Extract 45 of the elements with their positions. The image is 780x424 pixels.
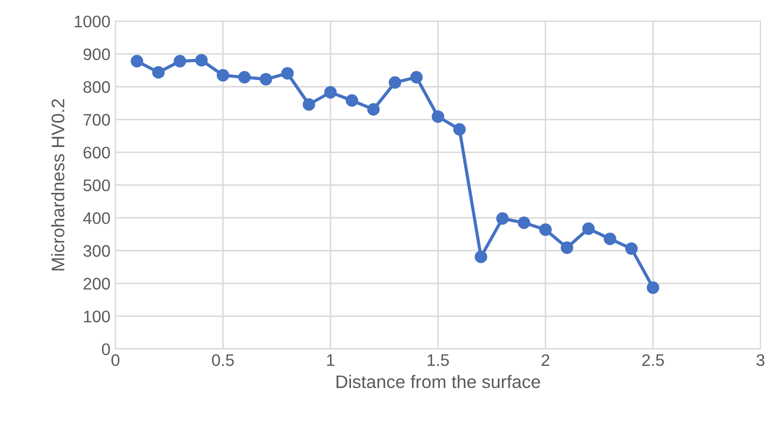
point (152, 66, 165, 79)
y-tick-label: 600 (84, 146, 110, 159)
y-tick-label: 200 (84, 278, 110, 290)
point (195, 54, 208, 66)
point (130, 54, 144, 68)
point (238, 70, 251, 84)
y-tick-label: 900 (84, 48, 110, 60)
point (560, 241, 574, 254)
y-tick-label: 100 (84, 310, 110, 322)
y-tick-label: 300 (83, 245, 110, 257)
x-axis-title: Distance from the surface (336, 374, 540, 388)
x-tick-label: 1.5 (428, 354, 449, 366)
point (474, 250, 488, 264)
point (281, 67, 294, 80)
x-tick-label: 2.5 (642, 354, 664, 366)
point (582, 222, 595, 235)
point (367, 103, 380, 116)
x-tick-label: 0 (111, 354, 120, 366)
x-tick-label: 0.5 (212, 354, 234, 366)
point (302, 98, 316, 111)
point (324, 86, 337, 99)
point (174, 54, 186, 68)
y-tick-label: 0 (102, 343, 110, 356)
point (539, 223, 552, 236)
point (410, 70, 423, 84)
point (518, 216, 530, 230)
x-tick-label: 1 (327, 354, 334, 366)
y-tick-label: 700 (84, 114, 110, 126)
point (646, 281, 660, 294)
y-tick-label: 800 (84, 81, 110, 93)
y-tick-label: 400 (83, 212, 110, 224)
point (388, 76, 402, 89)
point (604, 232, 616, 246)
point (453, 123, 466, 136)
point (346, 94, 358, 107)
x-tick-label: 3 (756, 354, 764, 366)
point (625, 242, 638, 255)
point (432, 110, 444, 123)
x-tick-label: 2 (542, 354, 550, 366)
point (496, 212, 509, 225)
y-tick-label: 1000 (74, 16, 110, 28)
point (260, 72, 272, 86)
point (216, 69, 230, 82)
y-tick-label: 500 (83, 179, 110, 192)
y-axis-title: Microhardness HV0.2 (51, 99, 64, 270)
